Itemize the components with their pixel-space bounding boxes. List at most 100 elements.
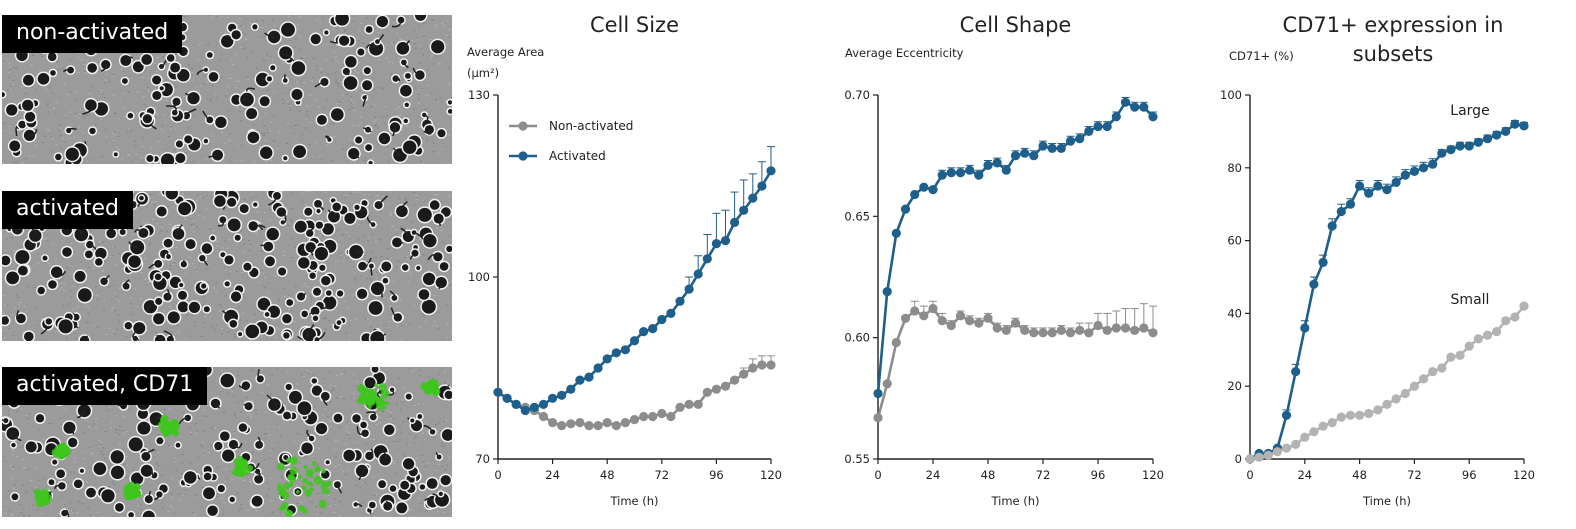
noise-speck xyxy=(168,248,171,250)
noise-speck xyxy=(265,140,267,142)
cell xyxy=(203,306,210,313)
noise-speck xyxy=(386,115,389,117)
cell xyxy=(3,418,9,424)
noise-speck xyxy=(53,107,56,109)
noise-speck xyxy=(131,313,134,315)
noise-speck xyxy=(295,81,298,83)
noise-speck xyxy=(200,336,203,337)
noise-speck xyxy=(148,238,151,240)
noise-speck xyxy=(383,297,386,299)
noise-speck xyxy=(399,226,402,228)
noise-speck xyxy=(237,232,240,234)
noise-speck xyxy=(249,339,252,341)
noise-speck xyxy=(305,114,308,116)
noise-speck xyxy=(413,204,416,206)
noise-speck xyxy=(422,403,425,405)
noise-speck xyxy=(48,110,51,112)
noise-speck xyxy=(246,56,249,58)
noise-speck xyxy=(83,269,86,270)
noise-speck xyxy=(436,328,439,330)
noise-speck xyxy=(382,87,385,89)
noise-speck xyxy=(448,163,451,164)
noise-speck xyxy=(311,501,314,503)
noise-speck xyxy=(244,33,247,35)
noise-speck xyxy=(47,102,50,103)
cell xyxy=(217,485,225,493)
noise-speck xyxy=(392,441,395,443)
noise-speck xyxy=(418,126,421,128)
cell-process xyxy=(305,324,315,337)
noise-speck xyxy=(189,433,192,435)
noise-speck xyxy=(114,112,116,114)
noise-speck xyxy=(265,113,268,115)
noise-speck xyxy=(130,297,133,299)
cell xyxy=(446,245,452,253)
noise-speck xyxy=(255,413,258,415)
noise-speck xyxy=(387,202,390,204)
noise-speck xyxy=(89,159,92,161)
cell xyxy=(141,54,152,65)
noise-speck xyxy=(305,456,307,458)
noise-speck xyxy=(405,125,408,127)
noise-speck xyxy=(68,59,71,61)
noise-speck xyxy=(339,514,342,516)
noise-speck xyxy=(264,211,267,213)
noise-speck xyxy=(110,299,113,301)
data-point xyxy=(575,375,585,385)
cell xyxy=(422,272,436,286)
noise-speck xyxy=(249,243,252,245)
noise-speck xyxy=(88,514,91,516)
cell xyxy=(301,442,313,454)
data-point xyxy=(891,337,901,348)
noise-speck xyxy=(356,381,358,383)
noise-speck xyxy=(392,225,395,227)
noise-speck xyxy=(141,137,144,139)
noise-speck xyxy=(110,309,113,311)
cell xyxy=(302,327,316,341)
noise-speck xyxy=(425,465,428,467)
noise-speck xyxy=(63,283,66,285)
noise-speck xyxy=(263,135,266,136)
noise-speck xyxy=(349,102,352,104)
noise-speck xyxy=(95,460,98,462)
noise-speck xyxy=(328,419,331,421)
noise-speck xyxy=(433,320,436,322)
noise-speck xyxy=(225,478,228,480)
cell-process xyxy=(284,73,287,81)
noise-speck xyxy=(38,479,41,481)
noise-speck xyxy=(426,95,429,97)
noise-speck xyxy=(141,77,144,78)
noise-speck xyxy=(47,113,50,115)
noise-speck xyxy=(67,138,70,140)
noise-speck xyxy=(431,18,434,20)
noise-speck xyxy=(98,443,101,445)
noise-speck xyxy=(299,35,302,37)
noise-speck xyxy=(72,450,75,452)
noise-speck xyxy=(207,281,210,283)
data-point xyxy=(1336,412,1346,422)
cell xyxy=(178,290,187,300)
noise-speck xyxy=(295,59,298,60)
noise-speck xyxy=(419,509,422,511)
noise-speck xyxy=(58,127,61,129)
noise-speck xyxy=(175,247,178,249)
noise-speck xyxy=(436,152,439,154)
cell-process xyxy=(366,81,373,88)
noise-speck xyxy=(133,198,136,200)
noise-speck xyxy=(339,237,342,239)
noise-speck xyxy=(76,284,79,286)
noise-speck xyxy=(61,287,64,289)
noise-speck xyxy=(390,415,393,417)
noise-speck xyxy=(288,294,291,296)
noise-speck xyxy=(259,117,262,119)
noise-speck xyxy=(322,318,325,320)
cell-process xyxy=(374,367,377,371)
noise-speck xyxy=(262,60,265,62)
noise-speck xyxy=(309,94,312,96)
noise-speck xyxy=(343,372,346,374)
cell xyxy=(179,282,184,288)
noise-speck xyxy=(10,513,13,515)
noise-speck xyxy=(299,49,302,51)
noise-speck xyxy=(375,493,378,495)
noise-speck xyxy=(389,418,392,420)
